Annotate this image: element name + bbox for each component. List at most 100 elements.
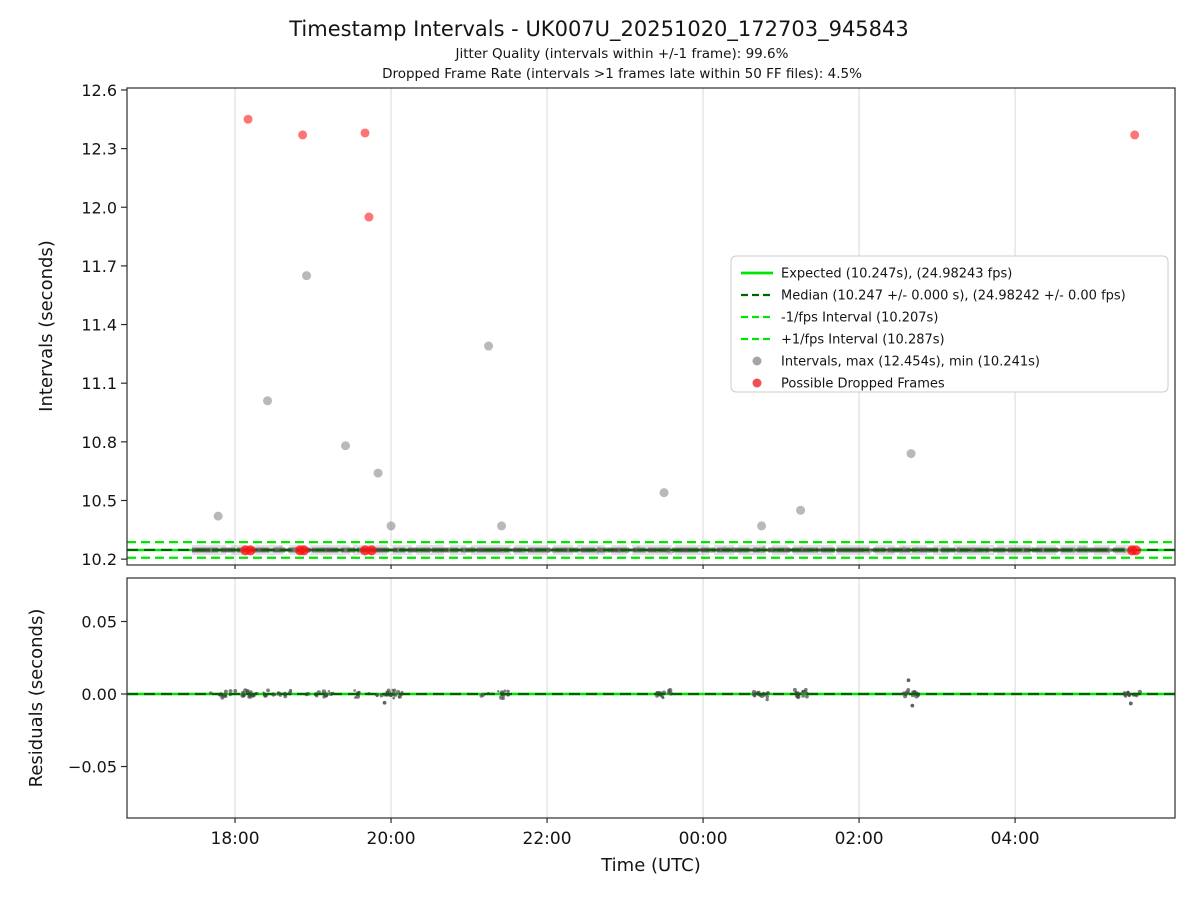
residual-point (288, 688, 293, 693)
y-tick-label: 0.00 (81, 685, 117, 704)
y-tick-label: 11.1 (81, 374, 117, 393)
interval-point (796, 505, 806, 515)
y-tick-label: 11.7 (81, 257, 117, 276)
legend-entry-label: Intervals, max (12.454s), min (10.241s) (781, 355, 1040, 370)
residual-point (358, 690, 361, 694)
residual-point (224, 694, 228, 699)
interval-sample-point (753, 546, 757, 550)
interval-sample-point (274, 546, 280, 551)
legend-entry-label: Possible Dropped Frames (781, 377, 945, 392)
interval-sample-point (257, 548, 261, 552)
legend: Expected (10.247s), (24.98243 fps) Median… (730, 255, 1169, 393)
residual-point (241, 690, 245, 694)
dropped-frame-baseline-point (366, 545, 377, 556)
y-tick-label: 11.4 (81, 316, 117, 335)
interval-sample-point (596, 546, 602, 552)
interval-sample-point (885, 549, 889, 554)
interval-sample-point (956, 546, 961, 552)
y-tick-label: 10.2 (81, 550, 117, 569)
interval-sample-point (192, 547, 196, 551)
y-tick-label: 12.0 (81, 198, 117, 217)
residual-point (1123, 694, 1128, 698)
y-tick-label: 12.6 (81, 81, 117, 100)
x-axis-label: Time (UTC) (600, 855, 701, 876)
interval-sample-point (291, 547, 296, 552)
interval-point (659, 488, 669, 498)
intervals-plot (127, 114, 1175, 559)
residual-point (765, 695, 770, 699)
residual-point (804, 694, 809, 699)
residual-point (906, 688, 911, 692)
residual-point (233, 689, 238, 693)
dropped-frame-rate-subtitle: Dropped Frame Rate (intervals >1 frames … (382, 66, 862, 82)
residual-point (912, 689, 917, 694)
legend-marker-dot (752, 356, 762, 366)
interval-sample-point (1078, 545, 1082, 550)
residual-point (324, 692, 329, 697)
interval-point (263, 396, 273, 406)
residuals-axes-box (126, 577, 1176, 819)
dropped-frame-baseline-point (1130, 545, 1141, 556)
residual-point (283, 694, 288, 699)
residual-point (245, 689, 250, 694)
residual-point (506, 689, 510, 693)
dropped-frame-baseline-point (245, 545, 256, 556)
y-tick-label: −0.05 (68, 758, 117, 777)
residual-point (327, 690, 331, 693)
y-tick-label: 10.8 (81, 433, 117, 452)
residual-point (375, 694, 379, 698)
interval-sample-point (666, 549, 672, 554)
dropped-frame-point (360, 128, 370, 138)
residual-point (503, 689, 507, 693)
interval-point (302, 271, 312, 281)
dropped-frame-point (1130, 130, 1140, 140)
residuals-plot (127, 678, 1175, 708)
interval-sample-point (600, 548, 604, 552)
residual-point (804, 689, 807, 693)
interval-sample-point (938, 548, 942, 552)
interval-point (341, 441, 351, 451)
residual-point (801, 694, 805, 698)
gridlines (234, 88, 1016, 818)
residual-point (497, 690, 500, 693)
jitter-quality-subtitle: Jitter Quality (intervals within +/-1 fr… (455, 46, 789, 62)
interval-point (906, 449, 916, 459)
x-tick-label: 22:00 (523, 829, 572, 849)
residual-point (660, 695, 664, 699)
y-tick-label: 12.3 (81, 140, 117, 159)
residual-point (667, 687, 673, 693)
legend-entry-label: -1/fps Interval (10.207s) (781, 311, 938, 326)
dropped-frame-point (364, 212, 374, 222)
dropped-frame-point (298, 130, 308, 140)
y-tick-label: 10.5 (81, 491, 117, 510)
residual-point (479, 694, 484, 698)
legend-box (730, 255, 1169, 393)
intervals-axes-box (126, 87, 1176, 566)
interval-point (757, 521, 767, 531)
interval-point (213, 511, 223, 521)
residual-point (392, 696, 396, 700)
y-axis-label-residuals: Residuals (seconds) (26, 609, 47, 788)
residual-point (765, 697, 769, 702)
legend-entry-label: Median (10.247 +/- 0.000 s), (24.98242 +… (781, 289, 1126, 304)
x-tick-label: 18:00 (211, 829, 260, 849)
x-tick-label: 00:00 (679, 829, 728, 849)
residual-outlier-point (1128, 701, 1133, 706)
x-tick-label: 02:00 (835, 829, 884, 849)
residual-point (263, 694, 267, 698)
interval-point (373, 468, 383, 478)
dropped-frame-baseline-point (298, 545, 309, 556)
y-tick-label: 0.05 (81, 613, 117, 632)
residual-point (228, 689, 233, 693)
residual-point (276, 691, 281, 695)
interval-sample-point (1108, 548, 1112, 552)
residual-outlier-point (910, 703, 915, 708)
axes-frame: 10.2 10.5 10.8 11.1 11.4 11.7 12.0 12.3 12.6 −0.0… (68, 81, 1176, 849)
residual-point (353, 689, 356, 692)
residual-point (801, 689, 806, 694)
interval-sample-point (1109, 548, 1113, 552)
interval-sample-point (546, 548, 551, 553)
residual-point (240, 693, 245, 698)
